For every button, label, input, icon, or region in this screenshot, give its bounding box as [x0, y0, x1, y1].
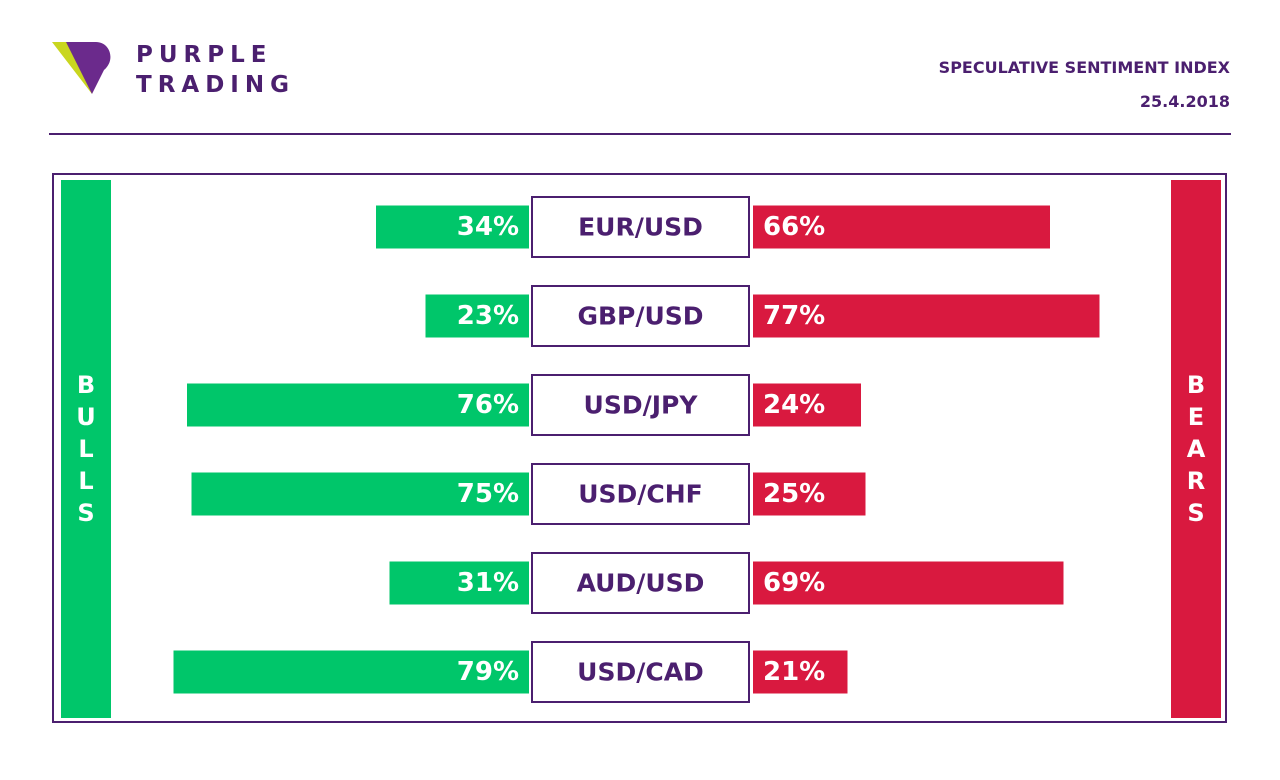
pair-label-box [531, 374, 750, 436]
pair-label-box [531, 552, 750, 614]
bulls-side-bar: BULLS [61, 180, 111, 718]
bull-value-label: 79% [457, 657, 519, 687]
bear-value-label: 24% [763, 390, 825, 420]
pair-label: USD/JPY [584, 391, 699, 420]
bull-value-label: 23% [457, 301, 519, 331]
bear-value-label: 21% [763, 657, 825, 687]
pair-label-box [531, 463, 750, 525]
bear-value-label: 77% [763, 301, 825, 331]
bull-bar [187, 383, 529, 427]
bull-bar [389, 561, 529, 605]
bear-bar [753, 650, 848, 694]
bear-bar [753, 472, 866, 516]
brand-name: PURPLE TRADING [136, 40, 295, 100]
bull-bar [173, 650, 529, 694]
brand-line-2: TRADING [136, 72, 295, 98]
bear-bar [753, 294, 1100, 338]
pair-label: EUR/USD [578, 213, 703, 242]
bull-value-label: 31% [457, 568, 519, 598]
brand-line-1: PURPLE [136, 42, 273, 68]
bulls-label: BULLS [76, 371, 96, 527]
bear-value-label: 66% [763, 212, 825, 242]
pair-label-box [531, 285, 750, 347]
pair-label: USD/CAD [577, 658, 704, 687]
bull-value-label: 34% [457, 212, 519, 242]
bear-value-label: 25% [763, 479, 825, 509]
report-date: 25.4.2018 [1139, 92, 1230, 111]
pair-label: GBP/USD [577, 302, 703, 331]
bears-side-bar: BEARS [1171, 180, 1221, 718]
bears-label: BEARS [1186, 371, 1206, 527]
pair-label-box [531, 196, 750, 258]
bull-bar [376, 205, 529, 249]
bear-bar [753, 205, 1050, 249]
bull-value-label: 75% [457, 479, 519, 509]
pair-label: USD/CHF [578, 480, 703, 509]
bull-bar [425, 294, 529, 338]
pair-label: AUD/USD [577, 569, 705, 598]
purple-trading-logo-icon [52, 42, 111, 94]
chart-frame [52, 173, 1227, 723]
bull-value-label: 76% [457, 390, 519, 420]
header-divider [49, 133, 1231, 135]
report-title: SPECULATIVE SENTIMENT INDEX [938, 58, 1230, 77]
pair-label-box [531, 641, 750, 703]
bull-bar [191, 472, 529, 516]
bear-bar [753, 383, 861, 427]
bear-bar [753, 561, 1064, 605]
bear-value-label: 69% [763, 568, 825, 598]
